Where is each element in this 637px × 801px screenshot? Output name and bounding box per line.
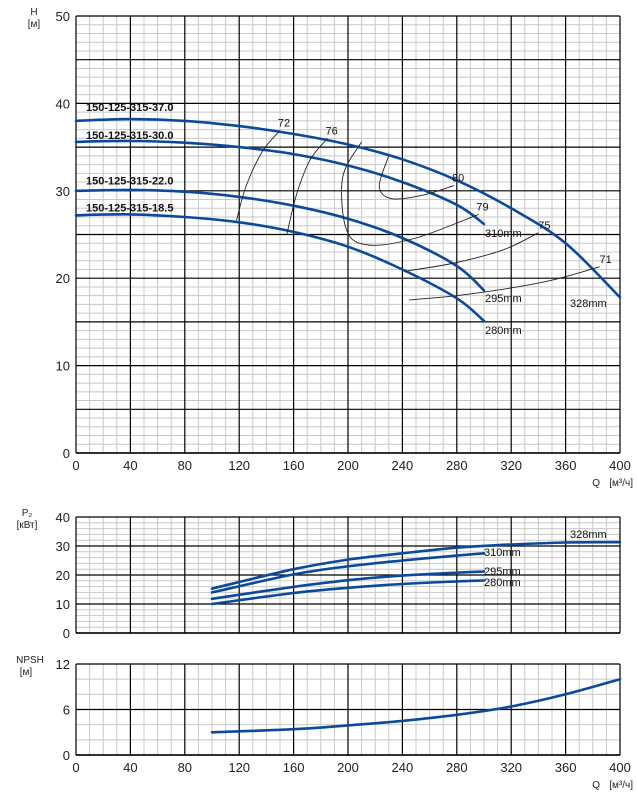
x-tick-label: 200 (337, 760, 359, 775)
x-tick-label: 40 (123, 458, 137, 473)
curve-150-125-315-30-0 (74, 139, 486, 226)
x-tick-label: 160 (283, 458, 305, 473)
x-tick-label: 240 (392, 760, 414, 775)
y-axis-title: NPSH (16, 655, 44, 666)
power-curve-label: 295mm (484, 566, 521, 578)
y-axis-unit: [м] (28, 19, 41, 30)
x-tick-label: 80 (178, 458, 192, 473)
x-axis-title: Q (592, 780, 600, 791)
efficiency-label: 80 (452, 173, 464, 185)
x-tick-label: 360 (555, 458, 577, 473)
y-tick-label: 30 (56, 184, 70, 199)
y-axis-unit: [м] (20, 667, 33, 678)
y-tick-label: 10 (56, 597, 70, 612)
x-tick-label: 40 (123, 760, 137, 775)
y-axis-title: P₂ (22, 508, 33, 519)
model-label: 150-125-315-30.0 (86, 130, 173, 142)
efficiency-contour-79 (341, 141, 479, 246)
efficiency-label: 76 (325, 125, 337, 137)
efficiency-label: 71 (599, 254, 611, 266)
curve-328mm (210, 540, 622, 590)
x-tick-label: 280 (446, 760, 468, 775)
x-axis-unit: [м³/ч] (609, 780, 633, 791)
y-tick-label: 40 (56, 96, 70, 111)
power-curve-label: 328mm (570, 529, 607, 541)
x-axis-title: Q (592, 478, 600, 489)
x-tick-label: 400 (609, 458, 631, 473)
y-tick-label: 20 (56, 271, 70, 286)
y-axis-unit: [кВт] (17, 520, 38, 531)
model-label: 150-125-315-37.0 (86, 102, 173, 114)
efficiency-contour-76 (286, 138, 328, 235)
x-tick-label: 320 (500, 458, 522, 473)
curve-280mm (210, 579, 486, 606)
efficiency-label: 75 (538, 220, 550, 232)
y-tick-label: 12 (56, 657, 70, 672)
x-tick-label: 120 (228, 760, 250, 775)
impeller-diameter-label: 295mm (485, 293, 522, 305)
x-tick-label: 360 (555, 760, 577, 775)
power-curve-label: 280mm (484, 577, 521, 589)
curve-310mm (210, 552, 486, 594)
y-tick-label: 40 (56, 510, 70, 525)
y-tick-label: 6 (63, 703, 70, 718)
x-tick-label: 320 (500, 760, 522, 775)
x-tick-label: 0 (72, 458, 79, 473)
x-tick-label: 200 (337, 458, 359, 473)
y-tick-label: 0 (63, 748, 70, 763)
efficiency-contour-75 (405, 232, 539, 272)
impeller-diameter-label: 328mm (570, 298, 607, 310)
x-tick-label: 120 (228, 458, 250, 473)
y-tick-label: 0 (63, 446, 70, 461)
x-tick-label: 240 (392, 458, 414, 473)
x-axis-unit: [м³/ч] (609, 478, 633, 489)
efficiency-contour-72 (236, 130, 281, 221)
impeller-diameter-label: 310mm (485, 228, 522, 240)
curve-npsh (210, 677, 622, 734)
model-label: 150-125-315-22.0 (86, 175, 173, 187)
power-curve-label: 310mm (484, 547, 521, 559)
y-tick-label: 20 (56, 568, 70, 583)
efficiency-label: 79 (476, 201, 488, 213)
curve-295mm (210, 570, 486, 601)
y-axis-title: H (30, 7, 37, 18)
y-tick-label: 10 (56, 359, 70, 374)
y-tick-label: 30 (56, 539, 70, 554)
efficiency-contour-80 (378, 155, 455, 200)
efficiency-label: 72 (278, 117, 290, 129)
x-tick-label: 0 (72, 760, 79, 775)
model-label: 150-125-315-18.5 (86, 202, 173, 214)
x-tick-label: 280 (446, 458, 468, 473)
x-tick-label: 80 (178, 760, 192, 775)
y-tick-label: 50 (56, 9, 70, 24)
impeller-diameter-label: 280mm (485, 325, 522, 337)
curve-150-125-315-18-5 (74, 213, 486, 323)
y-tick-label: 0 (63, 626, 70, 641)
x-tick-label: 160 (283, 760, 305, 775)
curve-150-125-315-37-0 (74, 117, 622, 299)
x-tick-label: 400 (609, 760, 631, 775)
efficiency-contour-71 (409, 266, 600, 301)
